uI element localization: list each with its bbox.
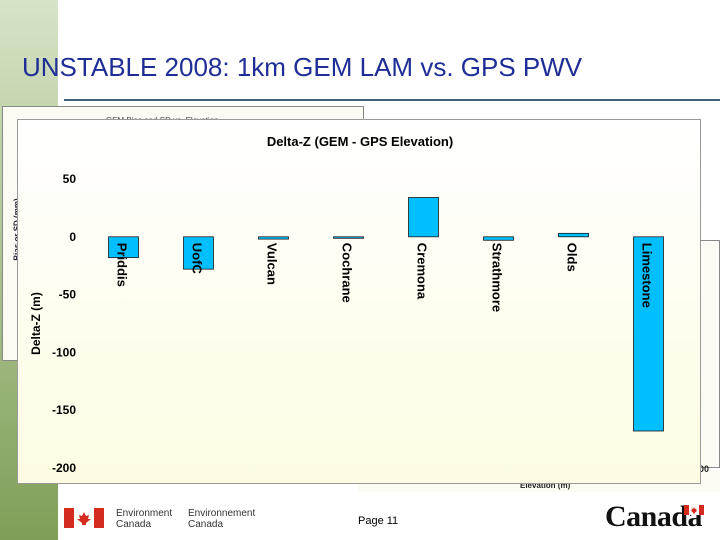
category-label-priddis: Priddis [115,243,130,287]
chart-ylabel: Delta-Z (m) [29,292,43,355]
y-tick-label: -100 [52,345,76,359]
delta-z-chart: Delta-Z (GEM - GPS Elevation) Delta-Z (m… [17,119,701,484]
background-chart-xtick: 000 [694,464,710,474]
category-label-uofc: UofC [190,243,205,275]
bar-priddis [108,236,139,259]
y-tick-label: -150 [52,403,76,417]
category-labels: Priddis UofC Vulcan Cochrane Cremona Strathmo… [115,243,655,312]
wordmark-flag-icon [684,505,704,515]
y-tick-label: -50 [59,288,77,302]
dept-fr-line1: Environnement [188,508,256,519]
chart-title: Delta-Z (GEM - GPS Elevation) [267,134,453,149]
bar-limestone [633,236,664,432]
bar-cremona [408,197,439,238]
background-chart-xlabel: Elevation (m) [520,481,571,490]
bar-strathmore [483,236,514,241]
category-label-strathmore: Strathmore [490,243,505,312]
slide-title: UNSTABLE 2008: 1km GEM LAM vs. GPS PWV [22,52,583,82]
dept-en-line1: Environment [116,508,173,519]
page-number: Page 11 [358,515,399,527]
bar-vulcan [258,236,289,240]
canada-flag-icon [64,508,104,528]
category-label-vulcan: Vulcan [265,243,280,285]
dept-name-french: Environnement Canada [188,508,255,530]
category-label-olds: Olds [565,243,580,272]
category-label-cochrane: Cochrane [340,243,355,303]
dept-name-english: Environment Canada [116,508,172,530]
category-label-cremona: Cremona [415,243,430,300]
y-tick-label: 0 [69,230,76,244]
y-tick-label: -200 [52,461,76,475]
bar-cochrane [333,236,364,239]
delta-z-plot: Delta-Z (GEM - GPS Elevation) Delta-Z (m… [29,134,664,475]
dept-fr-line2: Canada [188,519,224,530]
y-axis: 50 0 -50 -100 -150 -200 [52,172,76,475]
y-tick-label: 50 [63,172,77,186]
bar-uofc [183,236,214,270]
category-label-limestone: Limestone [640,243,655,308]
bar-olds [558,232,589,238]
title-rule [64,99,720,101]
dept-en-line2: Canada [116,519,152,530]
bar-series [108,197,664,432]
